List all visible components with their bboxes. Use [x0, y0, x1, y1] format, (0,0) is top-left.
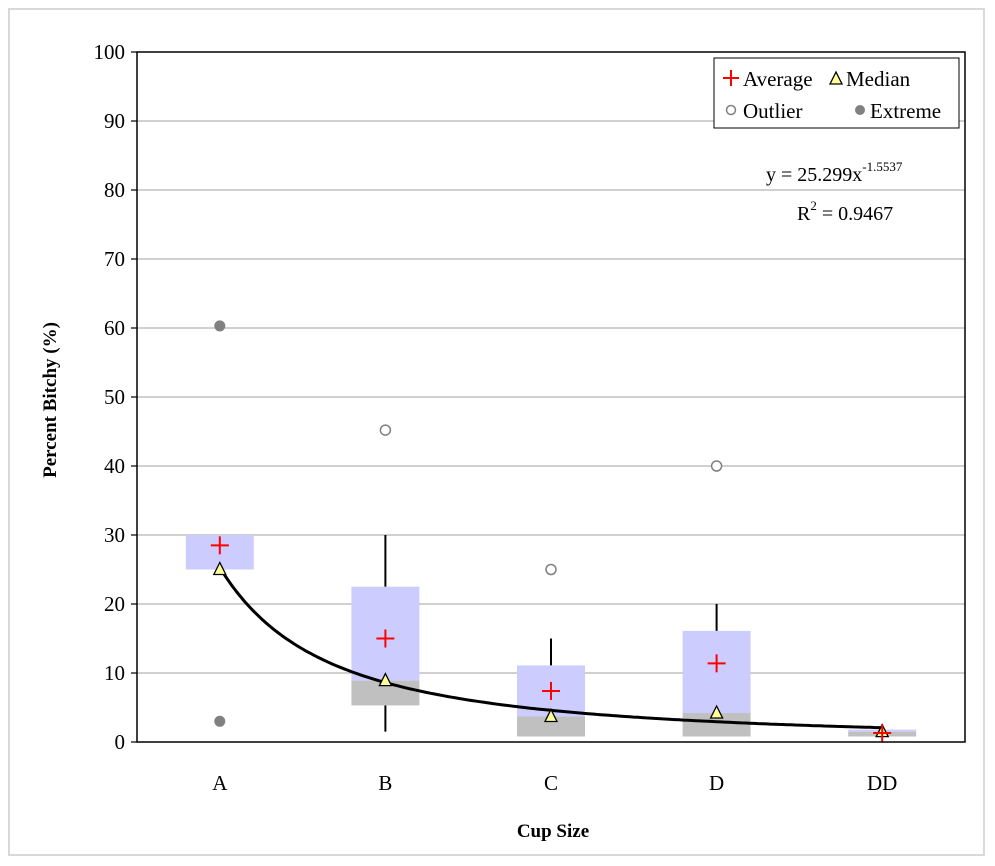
- equation-line-2: R2 = 0.9467: [797, 198, 893, 225]
- y-tick-label: 100: [94, 40, 126, 64]
- legend-box: [713, 57, 960, 129]
- extreme-point: [214, 715, 226, 727]
- average-marker: [210, 536, 229, 555]
- y-tick-labels: 0 10 20 30 40 50 60 70 80 90 100: [94, 40, 137, 754]
- box-d: [682, 604, 751, 737]
- y-tick-label: 70: [104, 247, 125, 271]
- x-tick-label: DD: [867, 771, 897, 795]
- median-marker: [378, 672, 393, 687]
- average-marker: [376, 629, 395, 648]
- legend-marker-average: [723, 70, 739, 86]
- equation-line-1: y = 25.299x-1.5537: [766, 159, 903, 186]
- legend-label-outlier: Outlier: [743, 99, 802, 123]
- y-tick-label: 10: [104, 661, 125, 685]
- trendline-equation: y = 25.299x-1.5537 R2 = 0.9467: [766, 159, 903, 225]
- outlier-point: [379, 424, 392, 436]
- average-marker: [873, 724, 892, 743]
- legend-marker-median: [828, 70, 844, 85]
- average-marker: [707, 654, 726, 673]
- y-tick-label: 60: [104, 316, 125, 340]
- x-tick-label: A: [212, 771, 228, 795]
- markers: [210, 320, 892, 743]
- x-tick-label: B: [378, 771, 392, 795]
- legend-marker-outlier: [725, 104, 737, 116]
- x-axis-title: Cup Size: [517, 821, 589, 842]
- box-lower-quartile: [682, 713, 751, 737]
- average-marker: [542, 681, 560, 700]
- x-tick-labels: A B C D DD: [212, 771, 897, 795]
- median-marker: [543, 708, 559, 723]
- y-tick-label: 50: [104, 385, 125, 409]
- x-tick-label: D: [709, 771, 724, 795]
- y-tick-label: 80: [104, 178, 125, 202]
- legend-label-median: Median: [846, 67, 911, 91]
- outlier-point: [545, 563, 557, 576]
- x-tick-label: C: [544, 771, 558, 795]
- box-lower-quartile: [517, 716, 585, 737]
- legend-label-average: Average: [743, 67, 813, 91]
- y-tick-label: 90: [104, 109, 125, 133]
- median-marker: [212, 561, 227, 576]
- outlier-point: [710, 460, 723, 472]
- median-marker: [709, 704, 724, 719]
- y-axis-title: Percent Bitchy (%): [40, 322, 61, 478]
- y-tick-label: 30: [104, 523, 125, 547]
- legend: Average Median Outlier Extreme: [713, 57, 960, 129]
- y-tick-label: 20: [104, 592, 125, 616]
- y-tick-label: 40: [104, 454, 125, 478]
- legend-label-extreme: Extreme: [870, 99, 941, 123]
- legend-marker-extreme: [855, 105, 865, 115]
- extreme-point: [214, 320, 226, 332]
- chart-frame: [8, 8, 985, 856]
- y-tick-label: 0: [115, 730, 126, 754]
